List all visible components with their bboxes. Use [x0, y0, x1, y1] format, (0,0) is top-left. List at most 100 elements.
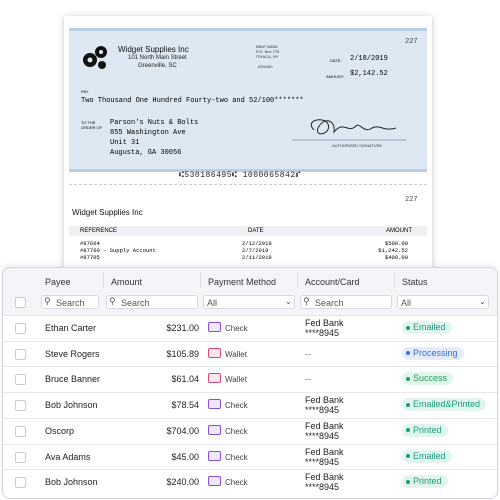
status-badge: Emailed [402, 321, 452, 334]
row-divider [3, 443, 497, 445]
payee: Steve Rogers [45, 348, 100, 359]
amount: $105.89 [166, 348, 199, 359]
stub-amount: $500.00 [384, 240, 408, 247]
gear-icon [83, 46, 107, 69]
stub-amount: $1,242.52 [378, 247, 408, 254]
column-header: Payee [45, 277, 71, 287]
status-badge: Processing [402, 346, 464, 360]
column-header: Account/Card [305, 277, 360, 287]
account-bank: Fed Bank [305, 472, 344, 483]
row-divider [3, 417, 497, 419]
amount: $61.04 [171, 374, 199, 385]
method-icon [208, 424, 221, 435]
search-icon: ⚲ [44, 296, 51, 306]
account-bank: Fed Bank [305, 420, 344, 431]
payment-method: Check [225, 401, 248, 411]
amount-words: Two Thousand One Hundred Fourty-two and … [81, 97, 304, 105]
column-divider [103, 272, 104, 288]
method-icon [208, 347, 221, 358]
amount: $704.00 [166, 425, 199, 436]
stub-reference: #87664 [80, 240, 100, 247]
micr-line: ⑆530186495⑆ 1000065842⑈ [179, 171, 301, 180]
bank: ITHACA, NY [256, 54, 279, 59]
account-number: ****8945 [305, 482, 340, 493]
bank: BBAT BANK [256, 44, 279, 49]
row-checkbox[interactable] [15, 374, 26, 386]
amount: $231.00 [166, 323, 199, 333]
date-label: DATE: [330, 58, 342, 63]
status-badge: Success [402, 372, 454, 386]
payment-method: Check [225, 324, 248, 333]
signature-label: AUTHORIZED SIGNATURE [332, 143, 383, 148]
check-face [69, 28, 427, 172]
payee: Bob Johnson [45, 400, 98, 411]
status-badge: Printed [402, 423, 448, 437]
check-document: Widget Supplies Inc 101 North Main Stree… [64, 16, 432, 268]
search-icon: ⚲ [303, 296, 310, 306]
address: Greenville, SC [138, 63, 177, 69]
payee: Ava Adams [45, 451, 91, 462]
account-number: ****8945 [305, 328, 340, 338]
date: 2/18/2019 [350, 55, 388, 63]
row-checkbox[interactable] [15, 348, 26, 360]
payments-table: Payee Amount Payment Method Account/Card Sta… [2, 267, 498, 499]
stub-amount: $400.00 [384, 254, 408, 261]
column-divider [394, 272, 395, 288]
amount: $78.54 [171, 400, 199, 411]
search-icon: ⚲ [109, 296, 116, 306]
row-divider [3, 366, 497, 368]
search-input[interactable]: Search [106, 295, 198, 309]
payment-method: Check [225, 426, 248, 436]
order-label: TO THE [81, 120, 96, 125]
row-checkbox[interactable] [15, 425, 26, 437]
payee: Ethan Carter [45, 323, 97, 333]
payee: Parson's Nuts & Bolts 855 Washington Ave U… [110, 119, 199, 157]
signature [292, 119, 406, 141]
bank: P.O. Box 778 [256, 49, 280, 54]
stub-date: 2/12/2019 [242, 240, 272, 247]
column-divider [297, 272, 298, 288]
column-header: Amount [111, 277, 143, 287]
bank: 633/400 [258, 64, 273, 69]
pay-label: PAY [81, 89, 89, 94]
stub-header: AMOUNT [386, 228, 412, 234]
account-number: ****8945 [305, 430, 340, 441]
status-badge: Emailed [402, 449, 452, 463]
select-all-checkbox[interactable] [15, 297, 26, 308]
method-icon [208, 322, 221, 332]
account: -- [305, 374, 311, 385]
payment-method: Check [225, 478, 248, 488]
stub-number: 227 [405, 196, 418, 204]
amount: $45.00 [171, 451, 199, 462]
amount: $2,142.52 [350, 70, 388, 78]
order-label: ORDER OF [81, 125, 103, 130]
payee: Bob Johnson [45, 477, 98, 488]
search-input[interactable]: Search [300, 295, 392, 309]
status: Printed [413, 424, 442, 435]
stub-header: DATE [248, 228, 264, 234]
account-number: ****8945 [305, 405, 340, 416]
check-number: 227 [405, 38, 418, 46]
stub-reference: #87760 - Supply Account [80, 247, 156, 254]
status: Emailed [413, 322, 446, 332]
row-checkbox[interactable] [15, 451, 26, 463]
row-checkbox[interactable] [15, 400, 26, 412]
dropdown-caret: ⌄ [285, 297, 292, 306]
row-checkbox[interactable] [15, 477, 26, 489]
account-bank: Fed Bank [305, 395, 344, 406]
row-checkbox[interactable] [15, 323, 26, 334]
row-divider [3, 340, 497, 342]
payment-method: Check [225, 452, 248, 462]
row-divider [3, 469, 497, 471]
amount: $240.00 [166, 477, 199, 488]
payee: Bruce Banner [45, 374, 101, 385]
filter-select[interactable]: All [397, 295, 489, 309]
filter-select[interactable]: All [203, 295, 295, 309]
search-input[interactable]: Search [41, 295, 99, 309]
method-icon [208, 476, 221, 487]
status: Success [413, 373, 448, 384]
dropdown-caret: ⌄ [479, 297, 486, 306]
status: Emailed [413, 450, 446, 461]
column-header: Payment Method [208, 277, 277, 287]
